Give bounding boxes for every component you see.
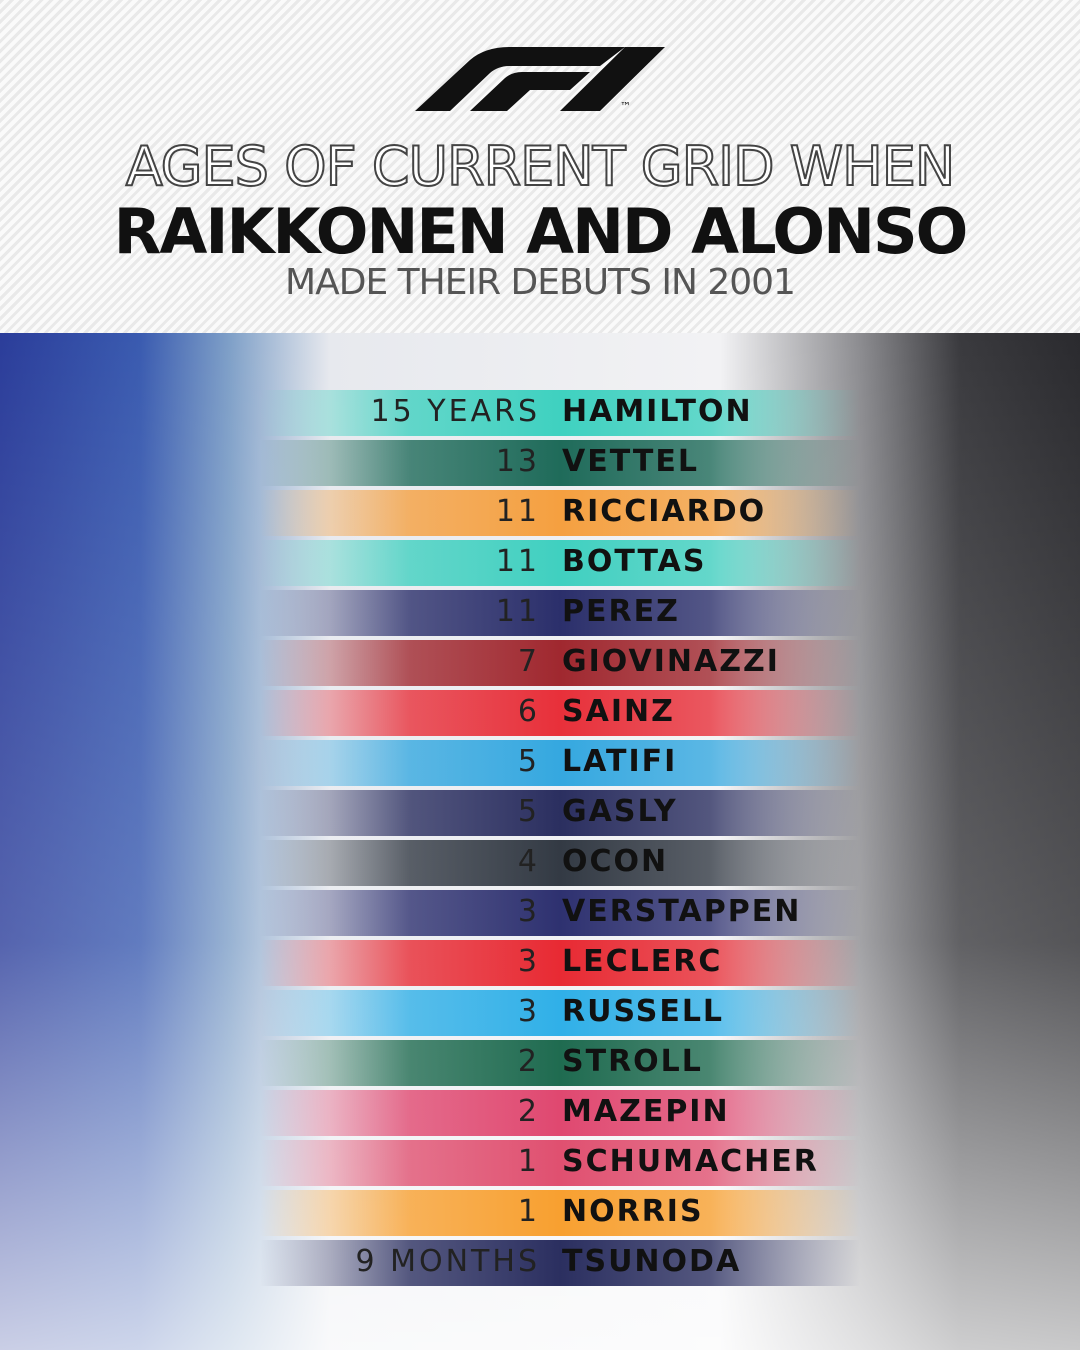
row: 4 OCON xyxy=(0,838,1080,888)
driver-name: NORRIS xyxy=(562,1194,704,1229)
driver-name: LECLERC xyxy=(562,944,723,979)
row: 5 GASLY xyxy=(0,788,1080,838)
row-band xyxy=(260,1140,860,1186)
age: 3 xyxy=(517,994,540,1029)
driver-name: LATIFI xyxy=(562,744,678,779)
age: 11 xyxy=(495,594,540,629)
row: 11 PEREZ xyxy=(0,588,1080,638)
row-band xyxy=(260,990,860,1036)
age: 11 xyxy=(495,494,540,529)
driver-name: BOTTAS xyxy=(562,544,707,579)
row: 1 NORRIS xyxy=(0,1188,1080,1238)
row-band xyxy=(260,1190,860,1236)
age: 5 xyxy=(517,794,540,829)
row: 7 GIOVINAZZI xyxy=(0,638,1080,688)
age: 6 xyxy=(517,694,540,729)
driver-name: RUSSELL xyxy=(562,994,725,1029)
row-band xyxy=(260,740,860,786)
row: 2 MAZEPIN xyxy=(0,1088,1080,1138)
title-line: RAIKKONEN AND ALONSO xyxy=(113,195,969,268)
row-band xyxy=(260,590,860,636)
row: 3 LECLERC xyxy=(0,938,1080,988)
title-line: AGES OF CURRENT GRID WHEN xyxy=(125,134,957,199)
row-band xyxy=(260,1240,860,1286)
f1-logo: ™ xyxy=(415,47,665,113)
driver-name: VETTEL xyxy=(562,444,699,479)
driver-name: OCON xyxy=(562,844,669,879)
driver-name: SCHUMACHER xyxy=(562,1144,819,1179)
row-band xyxy=(260,640,860,686)
age: 15 YEARS xyxy=(370,394,540,429)
driver-name: VERSTAPPEN xyxy=(562,894,802,929)
driver-name: STROLL xyxy=(562,1044,703,1079)
age: 1 xyxy=(517,1194,540,1229)
row-band xyxy=(260,690,860,736)
age: 13 xyxy=(495,444,540,479)
age: 3 xyxy=(517,894,540,929)
row-band xyxy=(260,490,860,536)
row: 5 LATIFI xyxy=(0,738,1080,788)
driver-name: GASLY xyxy=(562,794,678,829)
driver-name: RICCIARDO xyxy=(562,494,767,529)
age: 1 xyxy=(517,1144,540,1179)
row-band xyxy=(260,1040,860,1086)
age: 7 xyxy=(517,644,540,679)
row-band xyxy=(260,890,860,936)
row: 11 BOTTAS xyxy=(0,538,1080,588)
age: 2 xyxy=(517,1044,540,1079)
row: 15 YEARS HAMILTON xyxy=(0,388,1080,438)
age: 11 xyxy=(495,544,540,579)
row-band xyxy=(260,840,860,886)
row: 3 VERSTAPPEN xyxy=(0,888,1080,938)
row: 13 VETTEL xyxy=(0,438,1080,488)
age: 4 xyxy=(517,844,540,879)
row: 9 MONTHS TSUNODA xyxy=(0,1238,1080,1288)
driver-name: MAZEPIN xyxy=(562,1094,730,1129)
driver-name: PEREZ xyxy=(562,594,680,629)
row-band xyxy=(260,540,860,586)
age: 3 xyxy=(517,944,540,979)
row-band xyxy=(260,390,860,436)
row: 1 SCHUMACHER xyxy=(0,1138,1080,1188)
row: 11 RICCIARDO xyxy=(0,488,1080,538)
row-band xyxy=(260,1090,860,1136)
trademark: ™ xyxy=(620,100,631,113)
row: 6 SAINZ xyxy=(0,688,1080,738)
row-band xyxy=(260,440,860,486)
driver-name: TSUNODA xyxy=(562,1244,742,1279)
row: 2 STROLL xyxy=(0,1038,1080,1088)
driver-name: SAINZ xyxy=(562,694,675,729)
age: 5 xyxy=(517,744,540,779)
driver-name: GIOVINAZZI xyxy=(562,644,780,679)
age: 9 MONTHS xyxy=(355,1244,540,1279)
row-band xyxy=(260,790,860,836)
row-band xyxy=(260,940,860,986)
driver-name: HAMILTON xyxy=(562,394,753,429)
row: 3 RUSSELL xyxy=(0,988,1080,1038)
age: 2 xyxy=(517,1094,540,1129)
header: ™ AGES OF CURRENT GRID WHEN RAIKKONEN AN… xyxy=(0,0,1080,333)
subtitle: MADE THEIR DEBUTS IN 2001 xyxy=(285,262,796,303)
